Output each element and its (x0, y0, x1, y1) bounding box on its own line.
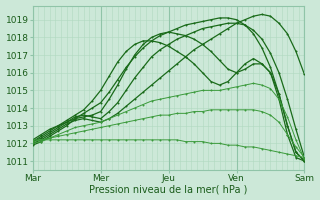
X-axis label: Pression niveau de la mer( hPa ): Pression niveau de la mer( hPa ) (89, 184, 248, 194)
